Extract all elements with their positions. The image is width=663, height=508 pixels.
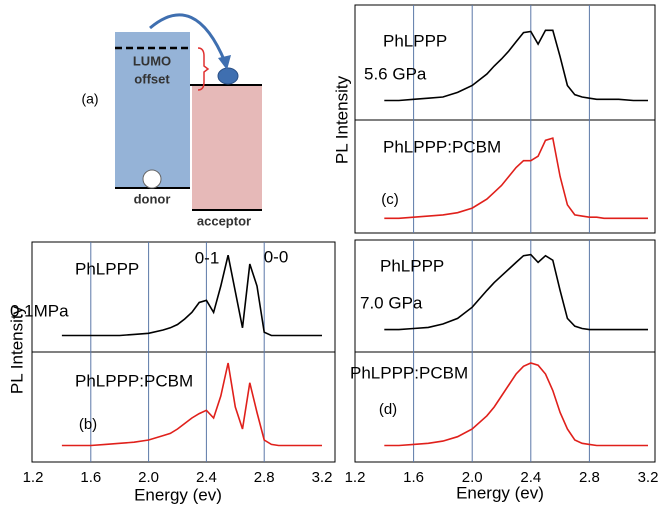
lumo-text: LUMO (133, 53, 171, 68)
x-axis-label: Energy (ev) (134, 485, 222, 504)
y-axis-label: PL Intensity (332, 75, 351, 164)
annotation: 0-0 (264, 247, 289, 266)
y-axis-label: PL Intensity (7, 305, 26, 394)
annotation: 0-1 (195, 248, 220, 267)
arrow-head (218, 55, 231, 70)
series-name: PhLPPP:PCBM (383, 137, 501, 156)
series-line (384, 362, 648, 447)
acceptor-text: acceptor (197, 213, 251, 228)
x-tick-label: 3.2 (312, 469, 333, 486)
x-tick-label: 1.2 (23, 469, 44, 486)
transfer-arrow (149, 13, 227, 63)
frame (354, 239, 656, 463)
x-tick-label: 2.4 (520, 469, 541, 486)
series-name: PhLPPP:PCBM (350, 363, 468, 382)
electron (217, 67, 239, 85)
x-tick-label: 3.2 (638, 469, 659, 486)
x-tick-label: 1.2 (345, 469, 366, 486)
offset-text: offset (134, 71, 170, 86)
series-line (384, 253, 648, 331)
condition: 7.0 GPa (360, 293, 423, 312)
acceptor-box (192, 85, 262, 210)
series-line (384, 137, 648, 220)
hole (142, 169, 162, 189)
donor-box (115, 32, 190, 188)
series-name: PhLPPP (383, 31, 447, 50)
panel-label: (d) (379, 401, 397, 418)
diagram: LUMO offset donor acceptor (a) (81, 13, 262, 228)
series-name: PhLPPP:PCBM (75, 371, 193, 390)
panel-label: (b) (79, 416, 97, 433)
x-tick-label: 2.8 (254, 469, 275, 486)
x-tick-label: 1.6 (80, 469, 101, 486)
x-tick-label: 1.6 (403, 469, 424, 486)
condition: 0.1MPa (10, 301, 69, 320)
x-tick-label: 2.8 (579, 469, 600, 486)
series-line (61, 255, 322, 337)
frame (354, 4, 656, 234)
offset-bracket (197, 47, 210, 91)
panel-label: (a) (81, 91, 98, 107)
series-name: PhLPPP (380, 256, 444, 275)
panel-label: (c) (381, 191, 399, 208)
series-name: PhLPPP (75, 259, 139, 278)
x-tick-label: 2.0 (462, 469, 483, 486)
x-tick-label: 2.4 (196, 469, 217, 486)
series-line (384, 29, 648, 102)
condition: 5.6 GPa (364, 64, 427, 83)
x-axis-label: Energy (ev) (456, 483, 544, 502)
donor-text: donor (134, 191, 171, 206)
series-line (61, 362, 322, 447)
x-tick-label: 2.0 (138, 469, 159, 486)
